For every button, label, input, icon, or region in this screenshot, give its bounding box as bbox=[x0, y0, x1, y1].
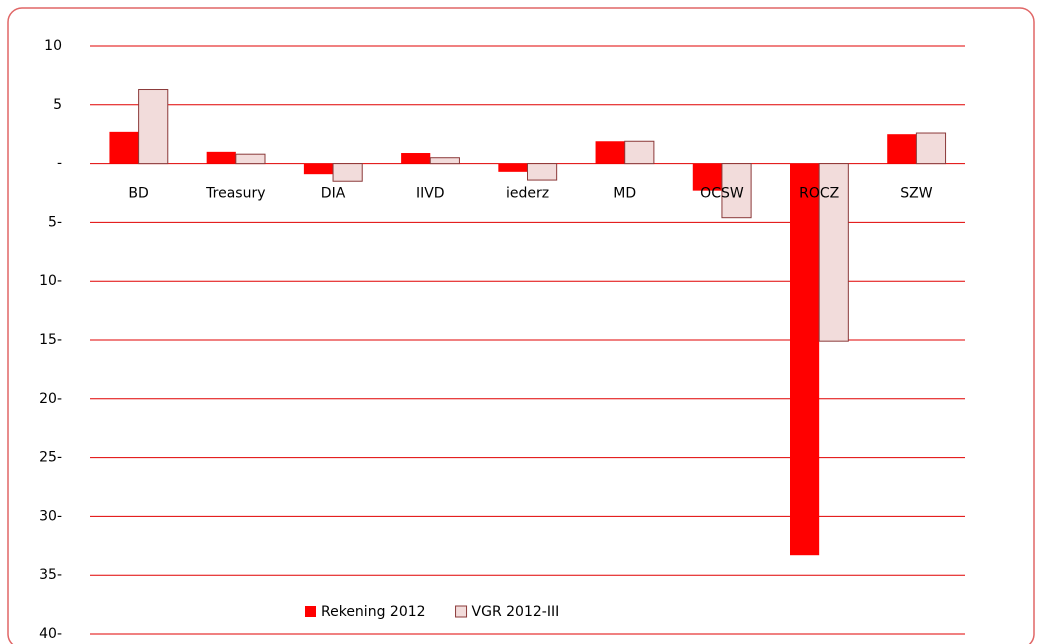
bar bbox=[138, 89, 169, 165]
bar bbox=[332, 163, 363, 182]
bar bbox=[790, 163, 820, 556]
bar bbox=[595, 141, 625, 164]
bar bbox=[429, 157, 460, 165]
y-tick-label: 40- bbox=[39, 626, 62, 642]
x-tick-label: SZW bbox=[900, 186, 932, 202]
bar bbox=[303, 163, 334, 175]
bar bbox=[887, 134, 917, 164]
y-tick-label: 25- bbox=[39, 450, 62, 466]
y-tick-label: 15- bbox=[39, 332, 62, 348]
bar bbox=[527, 163, 558, 181]
bar bbox=[721, 163, 752, 219]
legend-swatch bbox=[305, 606, 316, 617]
y-tick-label: 35- bbox=[39, 567, 62, 583]
bar bbox=[818, 163, 849, 342]
legend-label: VGR 2012-III bbox=[472, 604, 560, 620]
y-tick-label: 5- bbox=[48, 214, 62, 230]
bar bbox=[206, 151, 236, 164]
x-tick-label: IIVD bbox=[416, 186, 445, 202]
y-tick-label: 10- bbox=[39, 273, 62, 289]
bar bbox=[401, 153, 431, 164]
bar bbox=[915, 132, 947, 165]
x-tick-label: MD bbox=[613, 186, 636, 202]
bar bbox=[624, 140, 655, 165]
y-tick-label: - bbox=[57, 156, 62, 172]
y-tick-label: 10 bbox=[44, 38, 62, 54]
bar bbox=[498, 163, 528, 172]
x-tick-label: iederz bbox=[506, 186, 549, 202]
bar bbox=[109, 131, 139, 164]
x-tick-label: Treasury bbox=[205, 186, 265, 202]
x-tick-label: DIA bbox=[321, 186, 346, 202]
chart-border bbox=[7, 7, 1035, 644]
y-tick-label: 20- bbox=[39, 391, 62, 407]
x-tick-label: BD bbox=[128, 186, 148, 202]
x-tick-label: OCSW bbox=[700, 186, 744, 202]
y-tick-label: 30- bbox=[39, 508, 62, 524]
x-tick-label: ROCZ bbox=[799, 186, 839, 202]
y-tick-label: 5 bbox=[53, 97, 62, 113]
bar bbox=[692, 163, 722, 191]
legend-label: Rekening 2012 bbox=[321, 604, 426, 620]
legend-swatch bbox=[455, 605, 468, 618]
bar bbox=[235, 153, 266, 165]
